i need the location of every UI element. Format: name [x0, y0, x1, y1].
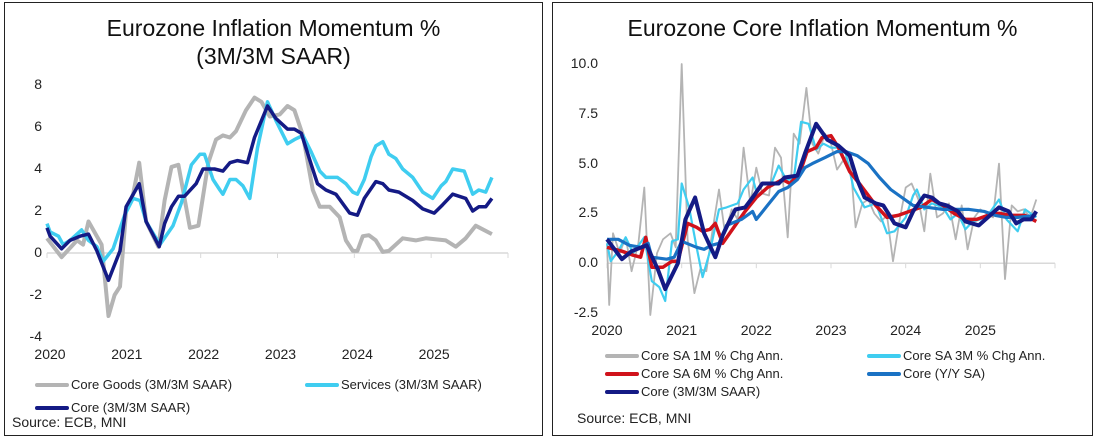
x-tick-label: 2020 — [591, 322, 623, 338]
series-line-core-3m-3m-saar — [605, 121, 1038, 292]
legend-label: Core (3M/3M SAAR) — [71, 400, 191, 415]
x-tick-label: 2025 — [964, 322, 996, 338]
y-tick-label: 2 — [34, 202, 42, 218]
x-tick-label: 2021 — [111, 346, 143, 362]
legend-item-core-3m: Core SA 3M % Chg Ann. — [867, 348, 1045, 363]
x-tick-label: 2023 — [815, 322, 847, 338]
legend-item-core-yy: Core (Y/Y SA) — [867, 366, 985, 381]
legend-label: Core SA 1M % Chg Ann. — [641, 348, 784, 363]
series-line-core-3m-3m-saar — [45, 104, 494, 283]
x-tick-label: 2024 — [890, 322, 922, 338]
x-tick-label: 2024 — [341, 346, 373, 362]
legend-swatch — [35, 382, 69, 387]
legend-item-core: Core (3M/3M SAAR) — [35, 400, 190, 415]
y-tick-label: -2.5 — [573, 304, 598, 320]
left-chart-title: Eurozone Inflation Momentum % (3M/3M SAA… — [4, 14, 543, 70]
legend-label: Services (3M/3M SAAR) — [341, 377, 482, 392]
legend-swatch — [605, 353, 639, 358]
x-tick-label: 2022 — [740, 322, 772, 338]
x-tick-label: 2022 — [188, 346, 220, 362]
y-tick-label: -2 — [29, 286, 42, 302]
legend-label: Core SA 6M % Chg Ann. — [641, 366, 784, 381]
y-tick-label: 5.0 — [578, 154, 598, 171]
x-tick-label: 2020 — [34, 346, 66, 362]
legend-swatch — [35, 405, 69, 410]
left-chart-title-line1: Eurozone Inflation Momentum % — [106, 15, 441, 41]
y-tick-label: 6 — [34, 118, 42, 134]
legend-swatch — [605, 371, 639, 376]
x-tick-label: 2021 — [666, 322, 698, 338]
legend-label: Core (Y/Y SA) — [903, 366, 986, 381]
legend-item-core-1m: Core SA 1M % Chg Ann. — [605, 348, 783, 363]
series-line-core-goods-3m-3m-saar — [45, 95, 493, 318]
legend-label: Core SA 3M % Chg Ann. — [903, 348, 1046, 363]
legend-item-core-3m3m: Core (3M/3M SAAR) — [605, 384, 760, 399]
legend-item-core-goods: Core Goods (3M/3M SAAR) — [35, 377, 232, 392]
y-tick-label: 0 — [34, 244, 42, 260]
legend-label: Core Goods (3M/3M SAAR) — [71, 377, 233, 392]
right-source-note: Source: ECB, MNI — [577, 410, 692, 426]
y-tick-label: 2.5 — [578, 204, 598, 221]
legend-swatch — [605, 389, 639, 394]
left-source-note: Source: ECB, MNI — [12, 414, 127, 430]
y-tick-label: 8 — [34, 76, 42, 92]
right-chart-title: Eurozone Core Inflation Momentum % — [627, 15, 1018, 41]
x-tick-label: 2025 — [418, 346, 450, 362]
right-chart-panel — [552, 2, 1093, 436]
y-tick-label: 4 — [34, 160, 42, 176]
legend-item-services: Services (3M/3M SAAR) — [305, 377, 482, 392]
y-tick-label: 10.0 — [570, 55, 598, 71]
legend-item-core-6m: Core SA 6M % Chg Ann. — [605, 366, 783, 381]
series-line-core-y-y-sa — [607, 150, 1037, 261]
left-chart-subtitle: (3M/3M SAAR) — [196, 43, 351, 69]
x-tick-label: 2023 — [264, 346, 297, 362]
legend-swatch — [867, 371, 901, 376]
y-tick-label: 7.5 — [578, 104, 598, 121]
legend-swatch — [867, 353, 901, 358]
left-chart-panel — [4, 2, 543, 436]
y-tick-label: 0.0 — [578, 254, 598, 271]
y-tick-label: -4 — [29, 328, 42, 344]
legend-swatch — [305, 382, 339, 387]
legend-label: Core (3M/3M SAAR) — [641, 384, 761, 399]
